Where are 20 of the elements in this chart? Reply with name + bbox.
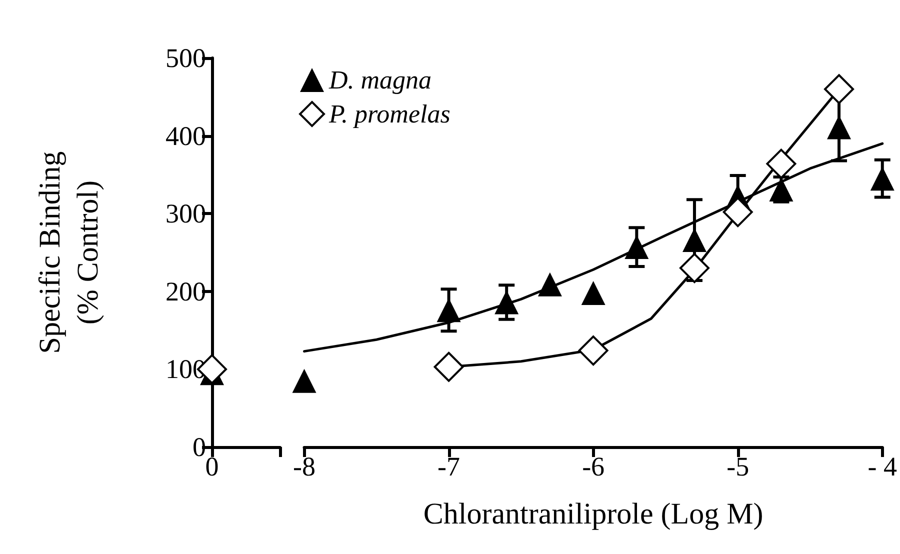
y-tick-label: 200	[166, 276, 206, 306]
x-tick-label: -5	[726, 452, 750, 482]
point	[538, 272, 562, 296]
y-tick-label: 500	[166, 43, 206, 73]
x-tick-label: - 4	[868, 452, 898, 482]
legend-label: P. promelas	[328, 100, 450, 128]
point	[578, 336, 608, 366]
point	[581, 280, 606, 305]
x-axis-title: Chlorantraniliprole (Log M)	[423, 498, 764, 530]
y-tick-label: 300	[166, 198, 206, 229]
x-tick-label: -6	[582, 452, 605, 482]
y-tick-label: 400	[166, 120, 206, 151]
point	[292, 368, 316, 393]
point	[679, 253, 710, 284]
point	[434, 352, 464, 382]
legend-label: D. magna	[328, 66, 432, 94]
y-axis-title: Specific Binding (% Control)	[34, 151, 104, 354]
x-tick-label: -8	[292, 452, 316, 482]
x-tick-label: -7	[438, 452, 460, 482]
point	[824, 74, 854, 104]
